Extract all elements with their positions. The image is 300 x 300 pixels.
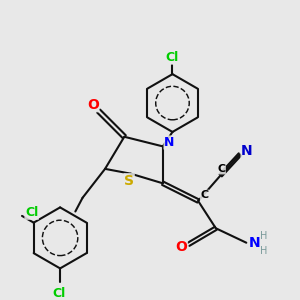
Text: C: C: [217, 164, 225, 174]
Text: Cl: Cl: [53, 286, 66, 300]
Text: H: H: [260, 246, 268, 256]
Text: Cl: Cl: [25, 206, 38, 219]
Text: O: O: [87, 98, 99, 112]
Text: S: S: [124, 174, 134, 188]
Text: O: O: [176, 240, 188, 254]
Text: N: N: [164, 136, 175, 149]
Text: Cl: Cl: [166, 51, 179, 64]
Text: N: N: [241, 144, 253, 158]
Text: H: H: [260, 231, 268, 241]
Text: N: N: [248, 236, 260, 250]
Text: C: C: [200, 190, 208, 200]
